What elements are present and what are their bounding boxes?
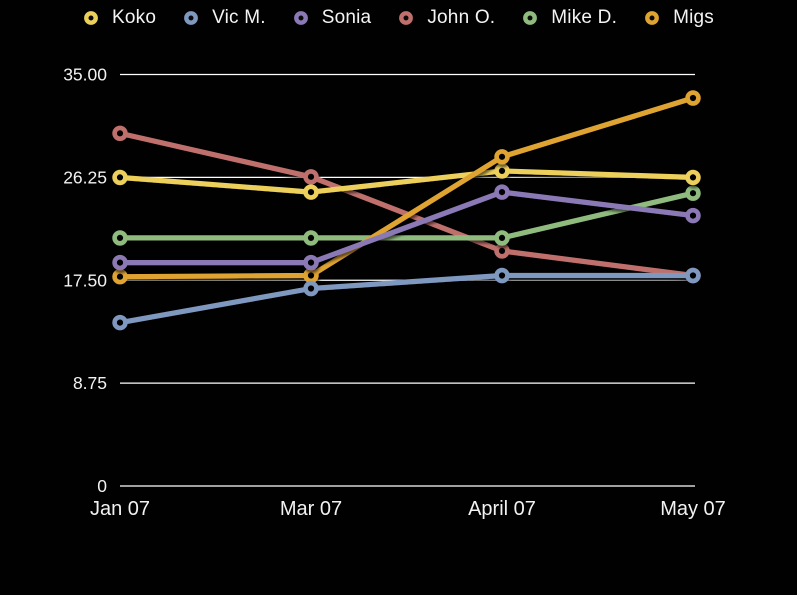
series-migs	[112, 90, 701, 285]
marker-koko-mar-07	[303, 184, 319, 200]
marker-migs-may-07	[685, 90, 701, 106]
legend-ring-icon	[399, 11, 414, 25]
legend-item-mike-d: Mike D.	[522, 3, 617, 33]
legend-item-migs: Migs	[644, 3, 714, 33]
marker-john-o-mar-07	[303, 169, 319, 185]
legend-label: Mike D.	[551, 7, 618, 28]
series-line-koko	[117, 168, 696, 195]
marker-migs-april-07	[494, 149, 510, 165]
legend-ring-icon	[645, 11, 659, 25]
legend-item-sonia: Sonia	[293, 3, 372, 33]
legend-label: Vic M.	[212, 7, 266, 28]
series-sonia	[112, 184, 701, 271]
marker-koko-jan-07	[112, 169, 128, 186]
legend-item-john-o: John O.	[398, 3, 495, 33]
legend-ring-icon	[84, 11, 98, 25]
marker-sonia-may-07	[685, 207, 701, 224]
marker-vic-m-mar-07	[303, 280, 319, 297]
marker-mike-d-mar-07	[303, 230, 319, 246]
legend-item-vic-m: Vic M.	[183, 3, 266, 33]
marker-migs-mar-07	[303, 267, 319, 284]
chart-legend: Koko Vic M. Sonia John O. Mike D. Migs	[0, 3, 797, 33]
y-tick-label-0: 0	[97, 476, 107, 496]
marker-vic-m-april-07	[494, 267, 510, 284]
marker-john-o-jan-07	[112, 125, 128, 142]
y-tick-label-35-00: 35.00	[63, 65, 107, 85]
marker-koko-april-07	[494, 163, 510, 179]
marker-sonia-april-07	[494, 184, 510, 200]
series-line-migs	[117, 95, 696, 280]
series-mike-d	[112, 185, 701, 246]
x-tick-label-april-07: April 07	[468, 498, 536, 520]
series-vic-m	[112, 267, 701, 331]
marker-sonia-jan-07	[112, 254, 128, 271]
x-tick-label-may-07: May 07	[660, 498, 726, 520]
axis-labels: 0 8.75 17.50 26.25 35.00 Jan 07 Mar 07 April 07…	[63, 65, 726, 521]
marker-sonia-mar-07	[303, 254, 319, 271]
marker-vic-m-jan-07	[112, 314, 128, 331]
marker-vic-m-may-07	[685, 267, 701, 284]
marker-mike-d-jan-07	[112, 230, 128, 246]
legend-item-koko: Koko	[83, 3, 156, 33]
legend-label: Koko	[111, 7, 157, 28]
series-line-sonia	[117, 189, 696, 266]
marker-john-o-april-07	[494, 243, 510, 259]
data-series	[112, 90, 701, 331]
marker-mike-d-may-07	[685, 185, 701, 201]
series-koko	[112, 163, 701, 200]
legend-label: Migs	[673, 7, 714, 28]
marker-mike-d-april-07	[494, 230, 510, 246]
legend-ring-icon	[523, 11, 538, 25]
y-tick-label-17-50: 17.50	[63, 270, 107, 290]
marker-koko-may-07	[685, 169, 701, 186]
marker-migs-jan-07	[112, 269, 128, 285]
legend-ring-icon	[184, 11, 198, 25]
y-tick-label-8-75: 8.75	[73, 373, 107, 393]
y-tick-label-26-25: 26.25	[63, 167, 107, 187]
x-tick-label-jan-07: Jan 07	[90, 498, 150, 520]
x-tick-label-mar-07: Mar 07	[280, 498, 342, 520]
legend-ring-icon	[293, 11, 308, 25]
legend-label: Sonia	[321, 7, 372, 28]
series-line-vic-m	[117, 272, 696, 326]
series-line-mike-d	[117, 190, 696, 241]
legend-label: John O.	[427, 7, 496, 28]
